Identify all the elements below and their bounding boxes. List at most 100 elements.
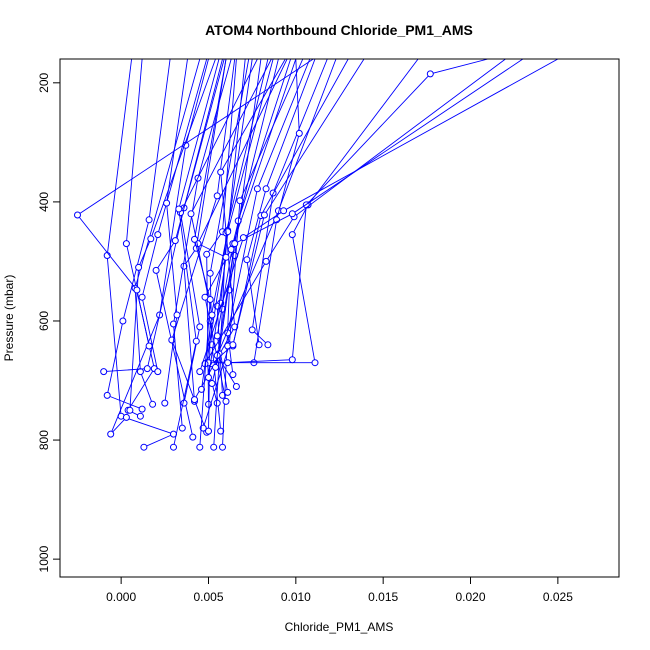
- data-point: [107, 430, 115, 438]
- profile-line-5: [141, 59, 208, 372]
- data-point: [180, 399, 188, 407]
- data-point: [288, 210, 296, 218]
- data-point: [161, 399, 169, 407]
- data-point: [217, 427, 225, 435]
- data-point: [229, 371, 237, 379]
- y-tick-label: 400: [37, 192, 51, 212]
- data-point: [248, 326, 256, 334]
- data-point: [154, 368, 162, 376]
- data-point: [143, 365, 151, 373]
- profile-line-7: [129, 59, 216, 411]
- data-point: [206, 269, 214, 277]
- data-point: [140, 443, 148, 451]
- y-tick-label: 1000: [37, 545, 51, 572]
- series-layer: [74, 59, 559, 451]
- profile-line-9: [155, 59, 225, 438]
- y-tick-label: 600: [37, 311, 51, 331]
- data-point: [145, 342, 153, 350]
- data-point: [138, 293, 146, 301]
- plot-frame: [59, 58, 620, 578]
- y-axis-label: Pressure (mbar): [2, 275, 16, 362]
- data-point: [253, 185, 261, 193]
- profile-line-30: [211, 59, 365, 365]
- data-point: [232, 383, 240, 390]
- data-point: [205, 427, 212, 435]
- profile-line-23: [204, 59, 297, 402]
- data-point: [173, 311, 181, 319]
- x-tick-label: 0.020: [456, 590, 486, 604]
- data-point: [213, 399, 221, 407]
- data-point: [231, 240, 239, 248]
- profile-line-13: [206, 59, 237, 405]
- data-point: [170, 443, 177, 451]
- data-point: [280, 207, 288, 215]
- data-point: [243, 256, 251, 264]
- data-point: [288, 356, 296, 364]
- data-point: [122, 413, 130, 421]
- data-point: [288, 231, 296, 239]
- data-point: [145, 216, 153, 224]
- x-tick-label: 0.000: [106, 590, 136, 604]
- profile-line-12: [171, 59, 236, 433]
- x-tick-label: 0.010: [281, 590, 311, 604]
- data-point: [219, 443, 226, 451]
- data-point: [74, 211, 81, 219]
- data-point: [224, 388, 232, 396]
- data-point: [205, 374, 212, 381]
- data-point: [203, 250, 211, 258]
- y-tick-label: 200: [37, 72, 51, 92]
- data-point: [222, 253, 230, 261]
- data-point: [212, 363, 219, 371]
- profile-line-24: [202, 59, 304, 429]
- profile-line-10: [183, 59, 227, 402]
- profile-line-36: [199, 59, 559, 372]
- data-point: [262, 185, 270, 193]
- data-point: [262, 257, 270, 265]
- data-point: [217, 168, 225, 176]
- data-point: [154, 231, 162, 239]
- y-axis: 200 400 600 800 1000: [37, 72, 60, 572]
- profile-line-38: [197, 59, 288, 378]
- data-point: [119, 317, 127, 325]
- data-point: [175, 205, 183, 213]
- profile-line-34: [204, 59, 506, 365]
- data-point: [208, 380, 216, 387]
- data-point: [138, 405, 146, 413]
- profile-line-31: [253, 59, 300, 363]
- chart-title: ATOM4 Northbound Chloride_PM1_AMS: [205, 22, 473, 38]
- profile-line-41: [164, 59, 188, 404]
- data-point: [163, 199, 171, 207]
- x-tick-label: 0.005: [193, 590, 223, 604]
- data-point: [210, 443, 218, 451]
- data-point: [136, 412, 144, 420]
- data-point: [133, 286, 141, 294]
- profile-line-37: [76, 59, 314, 347]
- data-point: [255, 341, 263, 349]
- data-point: [136, 368, 144, 376]
- x-axis: 0.000 0.005 0.010 0.015 0.020 0.025: [106, 577, 573, 604]
- data-point: [264, 341, 272, 349]
- data-point: [187, 210, 195, 218]
- data-point: [213, 192, 221, 200]
- data-point: [222, 397, 230, 405]
- x-axis-label: Chloride_PM1_AMS: [285, 620, 394, 634]
- data-point: [122, 240, 130, 248]
- data-point: [100, 368, 108, 376]
- data-point: [189, 433, 197, 441]
- profile-line-35: [215, 59, 524, 368]
- data-point: [135, 263, 143, 271]
- y-tick-label: 800: [37, 430, 51, 450]
- data-point: [208, 311, 216, 319]
- data-point: [219, 391, 226, 399]
- data-point: [192, 337, 200, 345]
- data-point: [103, 391, 111, 399]
- data-point: [295, 129, 303, 137]
- data-point: [198, 385, 205, 393]
- data-point: [311, 359, 319, 367]
- data-point: [149, 400, 157, 408]
- x-tick-label: 0.025: [543, 590, 573, 604]
- data-point: [196, 368, 204, 376]
- profile-line-43: [173, 59, 220, 448]
- data-point: [426, 70, 434, 78]
- profile-line-8: [103, 59, 223, 373]
